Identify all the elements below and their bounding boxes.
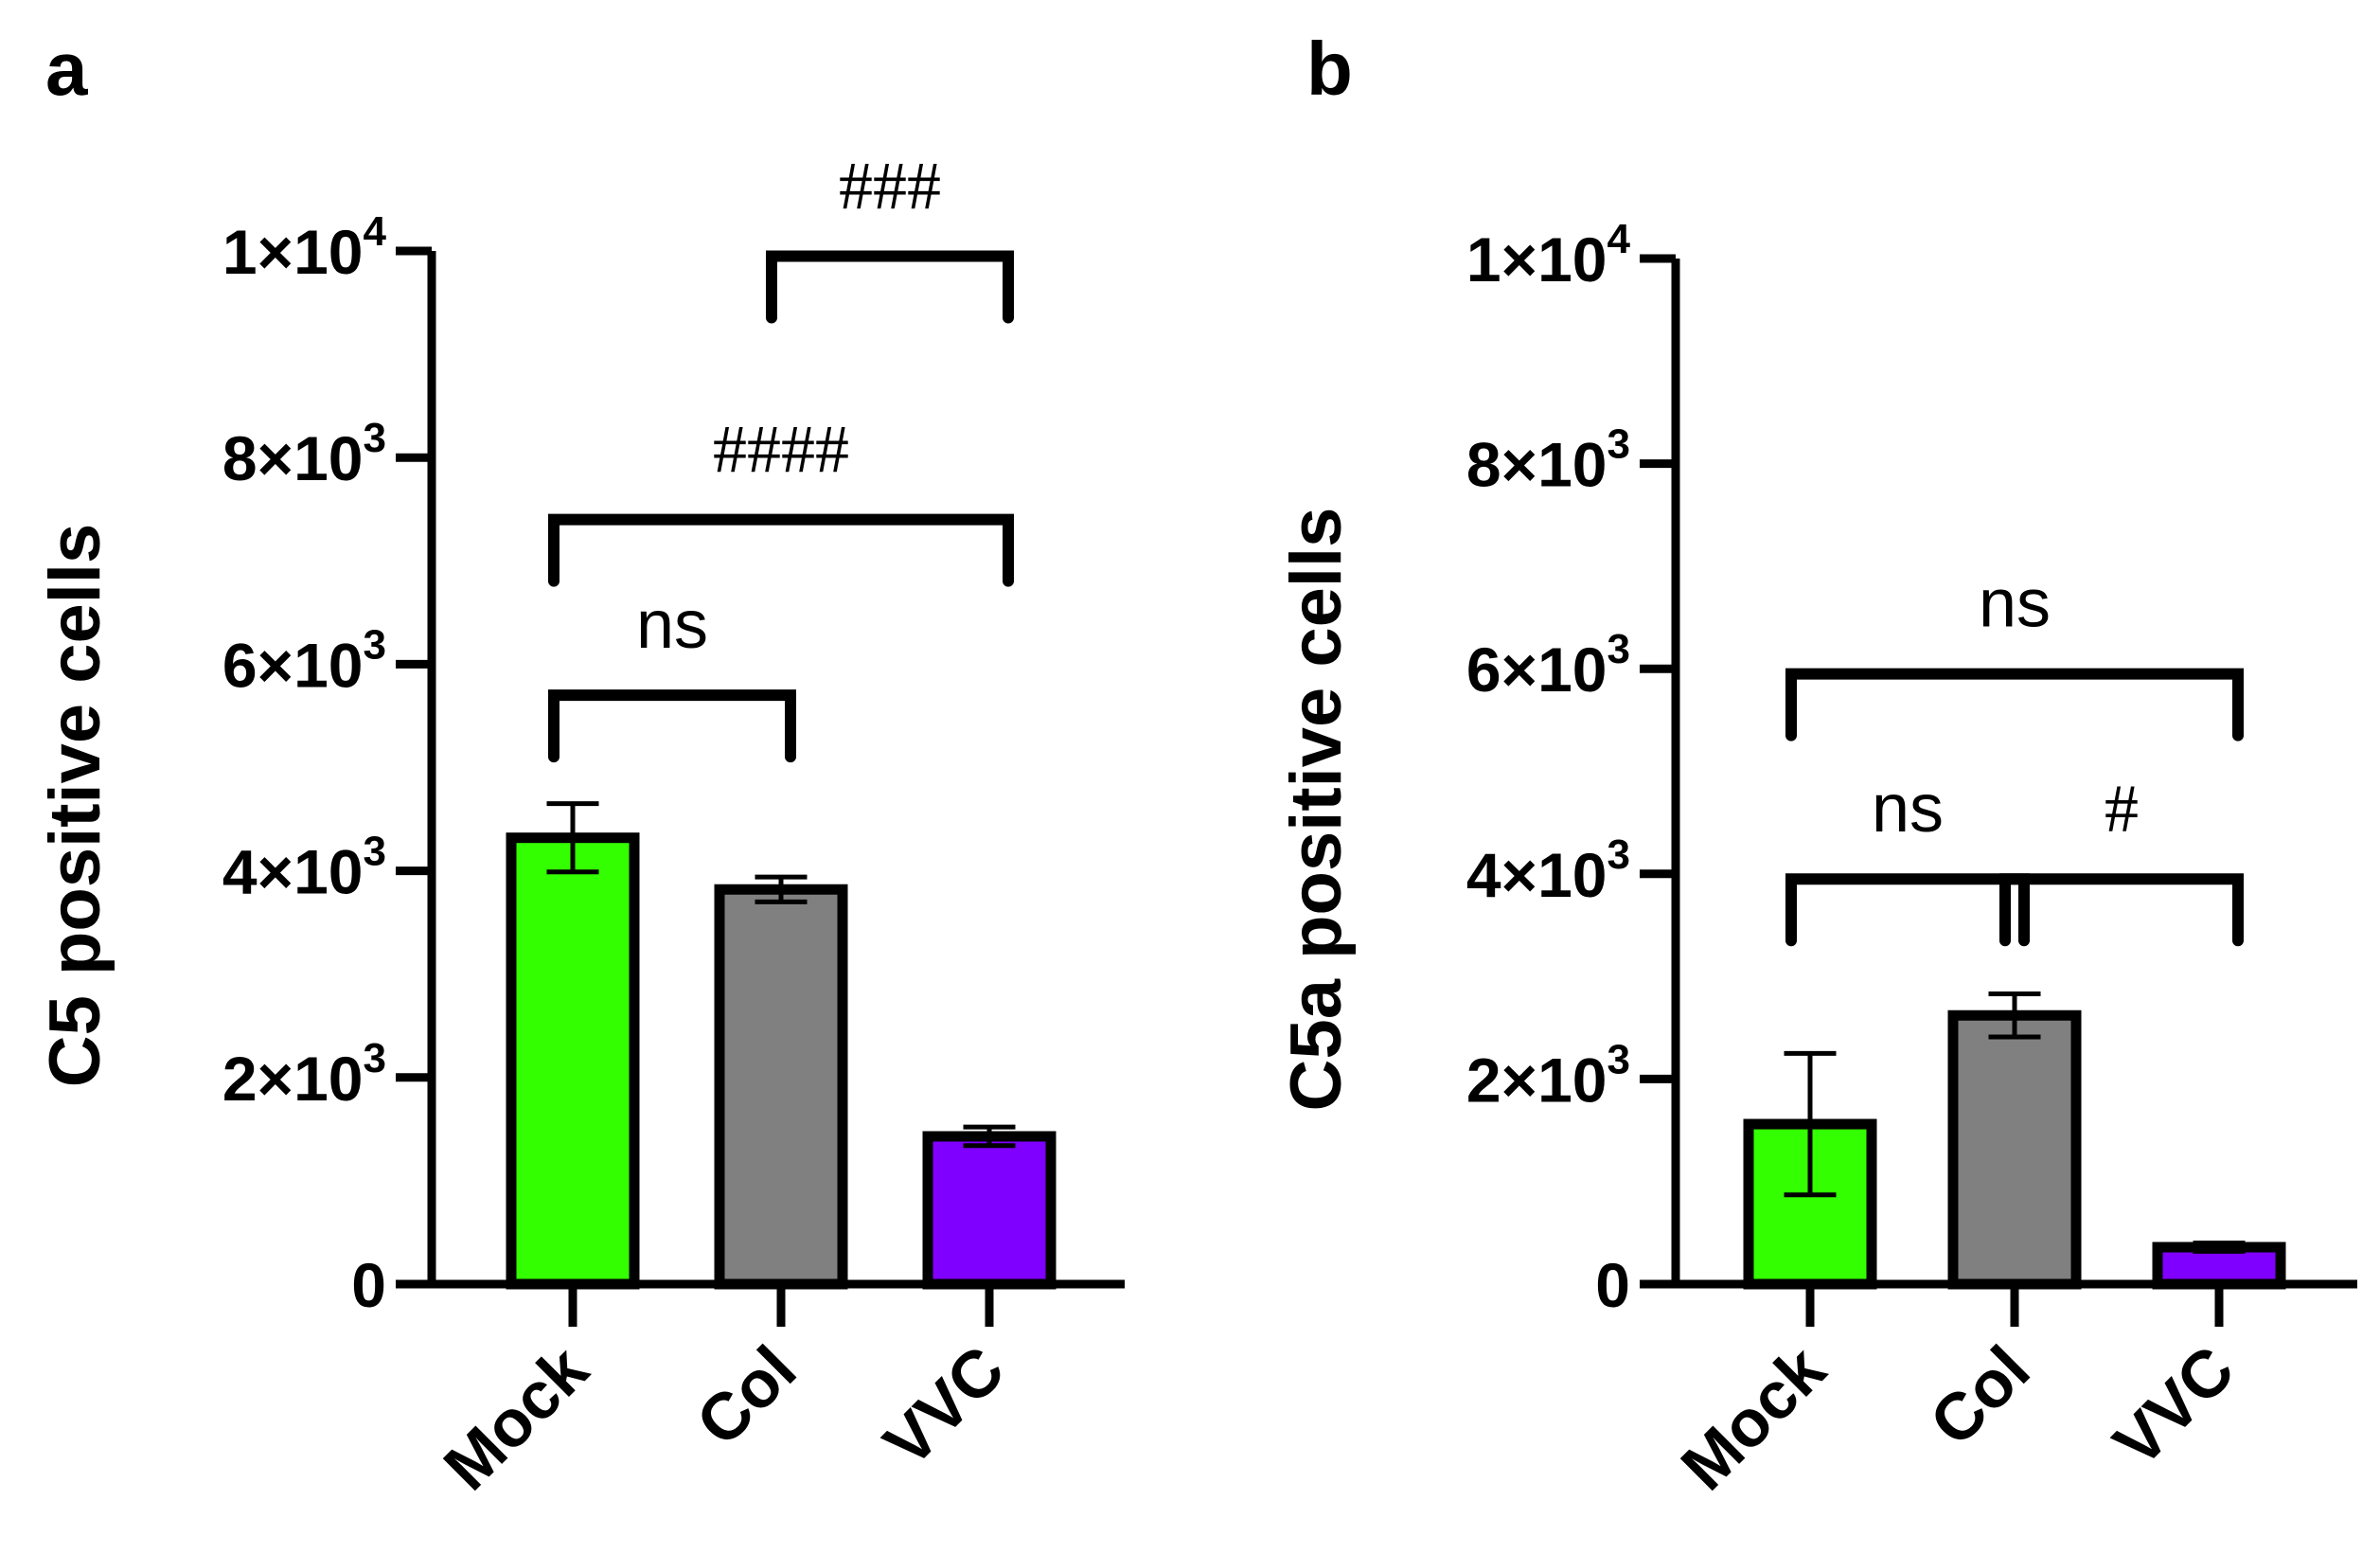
y-tick-base: 6×10	[222, 630, 364, 700]
significance-label: ####	[713, 412, 849, 488]
y-tick-label: 4×103	[222, 829, 386, 907]
y-tick-exponent: 3	[364, 829, 386, 875]
bar-col	[714, 884, 848, 1290]
bar-vvc	[922, 1131, 1057, 1290]
y-tick-exponent: 4	[364, 208, 387, 255]
y-tick-base: 0	[351, 1250, 386, 1320]
y-tick-exponent: 3	[364, 415, 386, 461]
y-tick-base: 0	[1595, 1250, 1630, 1320]
significance-bracket	[548, 689, 796, 763]
y-tick-label: 6×103	[222, 621, 386, 700]
y-tick-label: 1×104	[222, 208, 387, 287]
significance-bracket	[1785, 668, 2244, 741]
y-axis-label: C5a positive cells	[1276, 508, 1357, 1112]
panel-letter: a	[45, 27, 88, 111]
y-tick-base: 1×10	[1466, 224, 1607, 295]
significance-label: ns	[1979, 566, 2051, 642]
y-tick-exponent: 3	[364, 1035, 386, 1081]
y-tick-exponent: 3	[1607, 626, 1630, 672]
y-tick-exponent: 4	[1607, 216, 1631, 262]
significance-label: ns	[1872, 771, 1944, 847]
significance-bracket	[766, 250, 1014, 324]
y-tick-base: 1×10	[222, 217, 364, 287]
y-axis-label: C5 positive cells	[35, 524, 115, 1088]
y-tick-label: 8×103	[222, 415, 386, 493]
significance-bracket	[548, 513, 1014, 587]
y-tick-label: 2×103	[222, 1035, 386, 1114]
significance-label: ns	[636, 587, 708, 663]
y-tick-label: 4×103	[1466, 831, 1630, 910]
y-tick-base: 8×10	[222, 423, 364, 493]
y-tick-base: 4×10	[1466, 840, 1607, 910]
bar-mock	[506, 832, 640, 1290]
panel-letter: b	[1306, 27, 1353, 111]
y-tick-label: 6×103	[1466, 626, 1630, 705]
y-tick-exponent: 3	[1607, 1036, 1630, 1082]
y-tick-label: 0	[1595, 1250, 1630, 1320]
y-tick-exponent: 3	[364, 621, 386, 668]
y-tick-exponent: 3	[1607, 421, 1630, 468]
y-tick-label: 2×103	[1466, 1036, 1630, 1115]
significance-bracket	[1999, 873, 2244, 947]
y-tick-label: 1×104	[1466, 216, 1631, 295]
y-tick-label: 8×103	[1466, 421, 1630, 500]
significance-label: #	[2105, 771, 2139, 847]
y-tick-exponent: 3	[1607, 831, 1630, 878]
bar-col	[1947, 1009, 2082, 1290]
y-tick-base: 6×10	[1466, 634, 1607, 705]
significance-label: ###	[839, 148, 941, 223]
significance-bracket	[1785, 873, 2030, 947]
y-tick-base: 4×10	[222, 837, 364, 907]
y-tick-base: 8×10	[1466, 430, 1607, 500]
y-tick-base: 2×10	[1466, 1045, 1607, 1115]
y-tick-base: 2×10	[222, 1044, 364, 1114]
y-tick-label: 0	[351, 1250, 386, 1320]
